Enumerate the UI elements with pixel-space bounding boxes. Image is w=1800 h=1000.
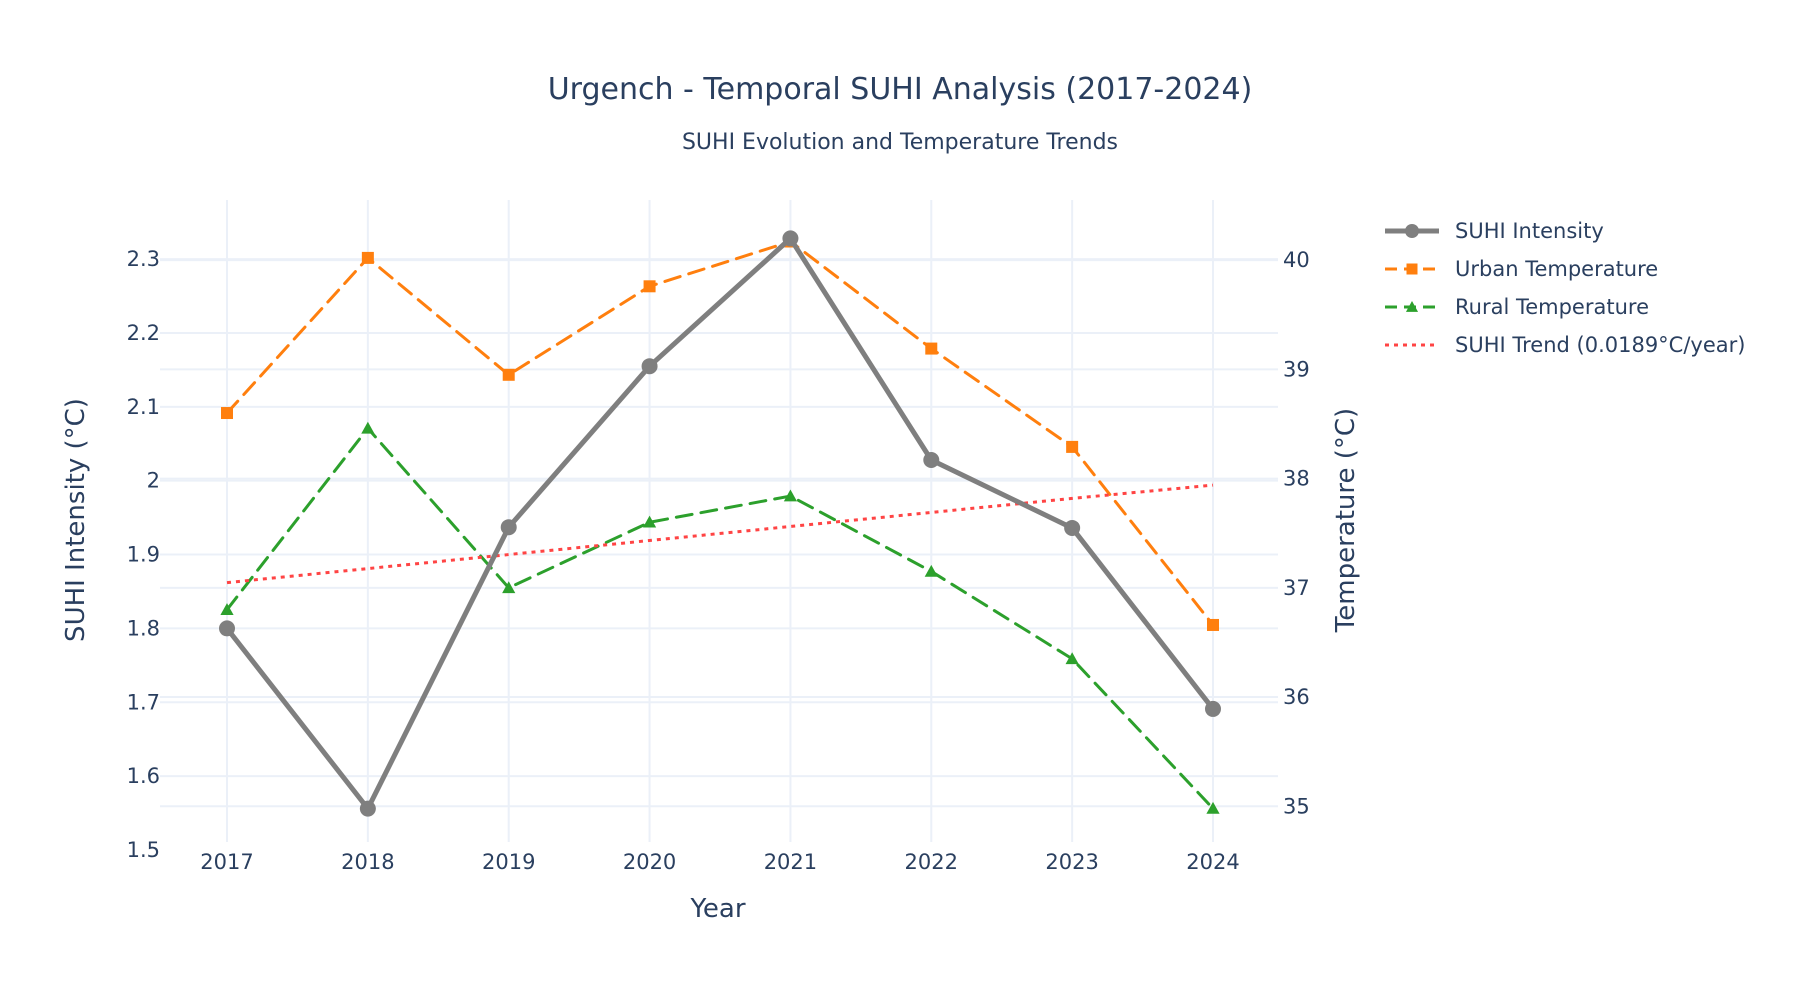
data-point (221, 407, 233, 420)
grid-layer (160, 200, 1278, 842)
y2-axis-title: Temperature (°C) (1331, 408, 1361, 633)
y-tick-label: 1.8 (127, 616, 160, 640)
axes-layer: 2017 2018 2019 2020 2021 2022 2023 2024 1.5 1.6 1.… (127, 247, 1310, 874)
series-line (225, 426, 1215, 810)
legend-item: Rural Temperature (1385, 295, 1649, 319)
y-tick-label: 1.6 (127, 764, 160, 788)
data-point (783, 489, 798, 502)
data-point (1207, 618, 1219, 631)
y-tick-label: 1.7 (127, 690, 160, 714)
y2-tick-label: 40 (1283, 248, 1310, 272)
data-point (500, 519, 517, 536)
series-2 (220, 421, 1220, 814)
legend-item: SUHI Intensity (1385, 219, 1604, 243)
data-point (1066, 440, 1079, 453)
legend-item: SUHI Trend (0.0189°C/year) (1385, 333, 1745, 357)
data-point (219, 620, 235, 637)
series-line (225, 240, 1215, 627)
legend-swatch-marker (1406, 263, 1418, 275)
series-line (224, 235, 1216, 812)
legend: SUHI Intensity Urban Temperature Rural Tem… (1385, 219, 1745, 357)
data-point (220, 603, 234, 615)
data-point (925, 342, 938, 355)
data-point (502, 581, 516, 594)
y2-tick-label: 36 (1283, 685, 1310, 709)
legend-swatch-marker (1405, 300, 1419, 312)
y-tick-label: 2.1 (127, 395, 160, 419)
series-3 (226, 483, 1214, 585)
series-layer (219, 230, 1221, 817)
legend-label: SUHI Intensity (1455, 219, 1604, 243)
legend-label: SUHI Trend (0.0189°C/year) (1455, 333, 1745, 357)
data-point (359, 800, 376, 817)
data-point (641, 358, 658, 375)
data-point (1205, 700, 1221, 717)
data-point (502, 368, 515, 381)
y-tick-label: 2 (147, 469, 160, 493)
x-tick-label: 2018 (341, 850, 394, 874)
x-tick-label: 2022 (905, 850, 958, 874)
data-point (1064, 519, 1081, 536)
data-point (924, 564, 938, 577)
legend-swatch-marker (1405, 224, 1419, 238)
data-point (1206, 801, 1220, 814)
y2-tick-label: 35 (1283, 794, 1310, 818)
x-tick-label: 2024 (1186, 850, 1239, 874)
chart-subtitle: SUHI Evolution and Temperature Trends (682, 130, 1118, 155)
data-point (361, 421, 375, 434)
series-line (226, 483, 1214, 585)
y-axis-title: SUHI Intensity (°C) (61, 398, 91, 642)
x-axis-title: Year (689, 894, 745, 924)
chart-title: Urgench - Temporal SUHI Analysis (2017-2… (548, 72, 1253, 107)
x-tick-label: 2017 (200, 850, 253, 874)
y2-tick-label: 37 (1283, 576, 1310, 600)
legend-label: Rural Temperature (1455, 295, 1649, 319)
y2-tick-label: 39 (1283, 357, 1310, 381)
data-point (361, 251, 374, 264)
data-point (782, 230, 799, 247)
y-tick-label: 1.9 (127, 543, 160, 567)
legend-item: Urban Temperature (1385, 257, 1658, 281)
x-tick-label: 2020 (623, 850, 676, 874)
legend-label: Urban Temperature (1455, 257, 1658, 281)
y-tick-label: 1.5 (127, 838, 160, 862)
x-tick-label: 2021 (764, 850, 817, 874)
x-tick-label: 2023 (1045, 850, 1098, 874)
data-point (923, 452, 940, 468)
data-point (1065, 652, 1079, 665)
y-tick-label: 2.3 (127, 247, 160, 271)
x-tick-label: 2019 (482, 850, 535, 874)
series-0 (219, 230, 1221, 817)
data-point (643, 280, 656, 293)
y2-tick-label: 38 (1283, 467, 1310, 491)
data-point (642, 515, 657, 528)
y-tick-label: 2.2 (127, 321, 160, 345)
